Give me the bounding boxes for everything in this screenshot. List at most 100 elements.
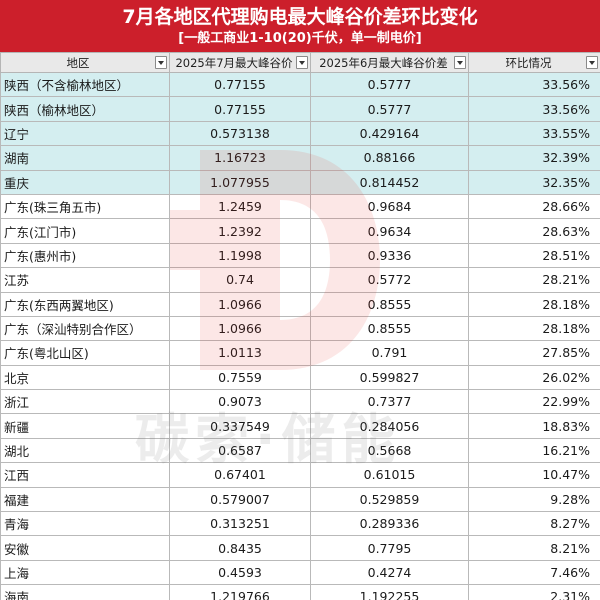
page-subtitle: [一般工商业1-10(20)千伏，单一制电价] [178, 31, 422, 46]
price-diff-table: 地区 2025年7月最大峰谷价 2025年6月最大峰谷价差 环比情况 陕西（不含… [0, 52, 600, 600]
table-row: 上海 0.4593 0.4274 7.46% [0, 559, 600, 586]
table-row: 湖北 0.6587 0.5668 16.21% [0, 437, 600, 464]
region-cell: 浙江 [0, 389, 170, 415]
ratio-cell: 7.46% [468, 559, 600, 586]
jul-value-cell: 0.579007 [169, 486, 311, 513]
ratio-cell: 8.21% [468, 535, 600, 561]
table-row: 广东(江门市) 1.2392 0.9634 28.63% [0, 218, 600, 244]
ratio-cell: 8.27% [468, 511, 600, 537]
column-header-jul: 2025年7月最大峰谷价 [169, 52, 311, 73]
jun-value-cell: 0.7795 [310, 535, 469, 561]
filter-dropdown-icon[interactable] [454, 56, 466, 69]
jun-value-cell: 0.599827 [310, 364, 469, 391]
region-cell: 陕西（不含榆林地区） [0, 71, 170, 98]
jul-value-cell: 0.4593 [169, 559, 311, 586]
region-cell: 江西 [0, 462, 170, 488]
jun-value-cell: 0.791 [310, 340, 469, 366]
table-row: 江西 0.67401 0.61015 10.47% [0, 462, 600, 488]
jul-value-cell: 0.6587 [169, 437, 311, 464]
ratio-cell: 2.31% [468, 584, 600, 600]
jul-value-cell: 0.337549 [169, 413, 311, 439]
table-row: 青海 0.313251 0.289336 8.27% [0, 511, 600, 537]
ratio-cell: 26.02% [468, 364, 600, 391]
jun-value-cell: 0.814452 [310, 169, 469, 195]
table-row: 重庆 1.077955 0.814452 32.35% [0, 169, 600, 195]
region-cell: 陕西（榆林地区） [0, 96, 170, 122]
jun-value-cell: 0.9336 [310, 242, 469, 269]
jun-value-cell: 0.9634 [310, 218, 469, 244]
region-cell: 辽宁 [0, 120, 170, 147]
jun-value-cell: 0.8555 [310, 291, 469, 317]
region-cell: 广东(珠三角五市) [0, 193, 170, 220]
table-row: 新疆 0.337549 0.284056 18.83% [0, 413, 600, 439]
ratio-cell: 32.35% [468, 169, 600, 195]
table-row: 广东（深汕特别合作区） 1.0966 0.8555 28.18% [0, 315, 600, 342]
jul-value-cell: 1.0113 [169, 340, 311, 366]
ratio-cell: 16.21% [468, 437, 600, 464]
region-cell: 广东(惠州市) [0, 242, 170, 269]
ratio-cell: 10.47% [468, 462, 600, 488]
table-row: 江苏 0.74 0.5772 28.21% [0, 267, 600, 293]
jun-value-cell: 0.289336 [310, 511, 469, 537]
column-header-region: 地区 [0, 52, 170, 73]
jul-value-cell: 0.67401 [169, 462, 311, 488]
region-cell: 江苏 [0, 267, 170, 293]
region-cell: 北京 [0, 364, 170, 391]
jun-value-cell: 0.5777 [310, 96, 469, 122]
jul-value-cell: 0.9073 [169, 389, 311, 415]
jun-value-cell: 0.88166 [310, 145, 469, 171]
jul-value-cell: 1.2459 [169, 193, 311, 220]
region-cell: 重庆 [0, 169, 170, 195]
ratio-cell: 28.21% [468, 267, 600, 293]
table-row: 安徽 0.8435 0.7795 8.21% [0, 535, 600, 561]
region-cell: 上海 [0, 559, 170, 586]
jul-value-cell: 0.8435 [169, 535, 311, 561]
table-row: 广东(东西两翼地区) 1.0966 0.8555 28.18% [0, 291, 600, 317]
filter-dropdown-icon[interactable] [586, 56, 598, 69]
region-cell: 湖北 [0, 437, 170, 464]
filter-dropdown-icon[interactable] [296, 56, 308, 69]
jun-value-cell: 0.4274 [310, 559, 469, 586]
column-header-label: 地区 [66, 55, 90, 70]
table-header-row: 地区 2025年7月最大峰谷价 2025年6月最大峰谷价差 环比情况 [0, 52, 600, 73]
region-cell: 福建 [0, 486, 170, 513]
table-row: 湖南 1.16723 0.88166 32.39% [0, 145, 600, 171]
jul-value-cell: 0.74 [169, 267, 311, 293]
jul-value-cell: 1.0966 [169, 315, 311, 342]
jun-value-cell: 0.9684 [310, 193, 469, 220]
jul-value-cell: 0.7559 [169, 364, 311, 391]
table-row: 广东(珠三角五市) 1.2459 0.9684 28.66% [0, 193, 600, 220]
ratio-cell: 33.55% [468, 120, 600, 147]
page-title: 7月各地区代理购电最大峰谷价差环比变化 [122, 6, 478, 28]
column-header-label: 环比情况 [505, 55, 552, 70]
ratio-cell: 28.18% [468, 315, 600, 342]
table-row: 广东(粤北山区) 1.0113 0.791 27.85% [0, 340, 600, 366]
table-row: 陕西（不含榆林地区） 0.77155 0.5777 33.56% [0, 71, 600, 98]
jun-value-cell: 0.429164 [310, 120, 469, 147]
ratio-cell: 18.83% [468, 413, 600, 439]
region-cell: 广东(粤北山区) [0, 340, 170, 366]
column-header-label: 2025年7月最大峰谷价 [175, 55, 293, 70]
column-header-label: 2025年6月最大峰谷价差 [319, 55, 448, 70]
ratio-cell: 33.56% [468, 96, 600, 122]
jun-value-cell: 0.5777 [310, 71, 469, 98]
table-row: 广东(惠州市) 1.1998 0.9336 28.51% [0, 242, 600, 269]
jul-value-cell: 0.313251 [169, 511, 311, 537]
table-row: 陕西（榆林地区） 0.77155 0.5777 33.56% [0, 96, 600, 122]
table-row: 辽宁 0.573138 0.429164 33.55% [0, 120, 600, 147]
region-cell: 安徽 [0, 535, 170, 561]
region-cell: 广东(东西两翼地区) [0, 291, 170, 317]
jun-value-cell: 0.5772 [310, 267, 469, 293]
ratio-cell: 33.56% [468, 71, 600, 98]
filter-dropdown-icon[interactable] [155, 56, 167, 69]
ratio-cell: 9.28% [468, 486, 600, 513]
ratio-cell: 32.39% [468, 145, 600, 171]
jul-value-cell: 1.077955 [169, 169, 311, 195]
jun-value-cell: 0.5668 [310, 437, 469, 464]
jun-value-cell: 0.284056 [310, 413, 469, 439]
jul-value-cell: 1.1998 [169, 242, 311, 269]
header-banner: 7月各地区代理购电最大峰谷价差环比变化 [一般工商业1-10(20)千伏，单一制… [0, 0, 600, 52]
jul-value-cell: 1.0966 [169, 291, 311, 317]
region-cell: 广东（深汕特别合作区） [0, 315, 170, 342]
